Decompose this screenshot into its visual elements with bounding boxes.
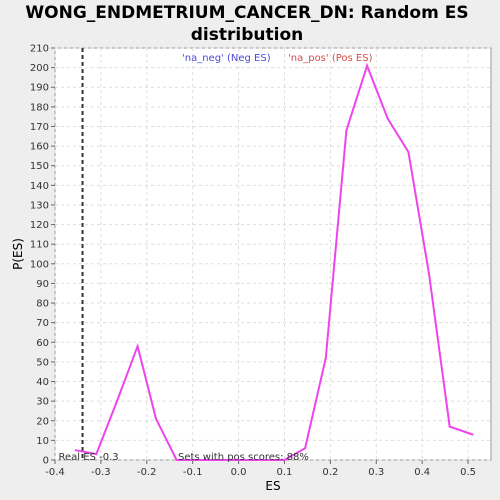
series-point	[196, 459, 199, 461]
y-tick-label: 50	[36, 357, 49, 368]
x-tick-label: 0.1	[277, 467, 293, 478]
series-point	[237, 459, 240, 461]
series-point	[386, 117, 389, 120]
x-tick-label: 0.3	[368, 467, 384, 478]
real-es-label: Real ES -0.3	[59, 452, 119, 463]
legend-neg-label: 'na_neg' (Neg ES)	[182, 53, 271, 64]
chart-title-line1: WONG_ENDMETRIUM_CANCER_DN: Random ES	[25, 3, 468, 23]
y-tick-label: 160	[30, 142, 49, 153]
series-line	[75, 62, 473, 461]
y-tick-label: 70	[36, 318, 49, 329]
x-tick-label: -0.3	[91, 467, 111, 478]
x-tick-label: 0.5	[460, 467, 476, 478]
y-tick-label: 120	[30, 220, 49, 231]
y-tick-label: 170	[30, 122, 49, 133]
y-tick-label: 180	[30, 102, 49, 113]
x-axis-ticks: -0.4 -0.3 -0.2 -0.1 0.0 0.1 0.2 0.3 0.4 0.5	[45, 460, 476, 478]
series-point	[304, 447, 307, 450]
legend-pos-label: 'na_pos' (Pos ES)	[288, 53, 373, 64]
grid	[54, 47, 491, 461]
series-point	[260, 459, 263, 461]
series-point	[324, 356, 327, 359]
y-axis-label: P(ES)	[11, 238, 25, 270]
y-tick-label: 0	[43, 456, 49, 467]
y-tick-label: 130	[30, 200, 49, 211]
x-tick-label: -0.2	[137, 467, 157, 478]
series-point	[448, 425, 451, 428]
series-point	[345, 129, 348, 132]
y-tick-label: 200	[30, 63, 49, 74]
y-tick-label: 40	[36, 377, 49, 388]
x-tick-label: 0.2	[322, 467, 338, 478]
x-tick-label: 0.0	[231, 467, 247, 478]
series-point	[407, 150, 410, 153]
series-point	[95, 453, 98, 456]
series-point	[175, 459, 178, 461]
y-tick-label: 190	[30, 83, 49, 94]
series-points	[74, 64, 474, 461]
y-tick-label: 110	[30, 240, 49, 251]
series-point	[366, 64, 369, 67]
series-point	[471, 433, 474, 436]
y-tick-label: 30	[36, 397, 49, 408]
y-tick-label: 210	[30, 44, 49, 55]
y-tick-label: 100	[30, 259, 49, 270]
series-point	[216, 459, 219, 461]
plot-area	[54, 47, 492, 461]
series-point	[428, 272, 431, 275]
y-tick-label: 90	[36, 279, 49, 290]
x-tick-label: -0.1	[183, 467, 203, 478]
chart-title-line2: distribution	[191, 25, 303, 45]
series-point	[115, 400, 118, 403]
series-point	[283, 459, 286, 461]
y-tick-label: 140	[30, 181, 49, 192]
y-axis-ticks: 0 10 20 30 40 50 60 70 80 90 100 110 120 130 140 150 160…	[30, 44, 55, 467]
pos-scores-annotation: Sets with pos scores: 88%	[178, 452, 309, 463]
y-tick-label: 150	[30, 161, 49, 172]
y-tick-label: 20	[36, 416, 49, 427]
x-tick-label: -0.4	[45, 467, 65, 478]
series-point	[74, 449, 77, 452]
series-point	[154, 417, 157, 420]
y-tick-label: 80	[36, 299, 49, 310]
y-tick-label: 60	[36, 338, 49, 349]
series-point	[136, 345, 139, 348]
x-axis-label: ES	[265, 479, 280, 493]
x-tick-label: 0.4	[414, 467, 430, 478]
y-tick-label: 10	[36, 436, 49, 447]
